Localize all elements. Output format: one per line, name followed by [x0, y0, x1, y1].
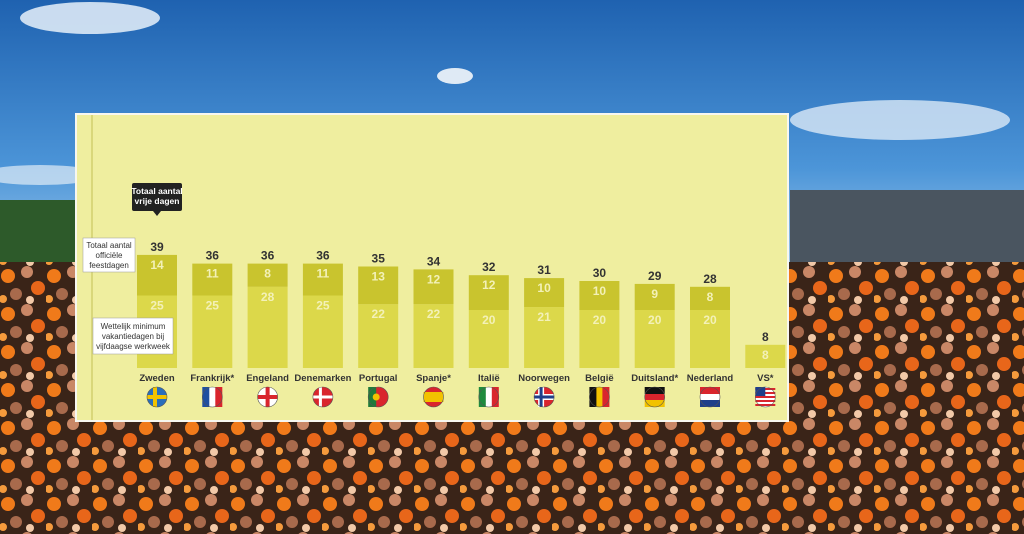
total-value-label: 8 [762, 330, 769, 344]
belgium-flag-icon [589, 386, 610, 408]
category-label: Duitsland* [631, 373, 678, 384]
bar-vacation-4 [358, 304, 399, 368]
total-value-label: 31 [537, 263, 551, 277]
vacation-value-label: 25 [150, 299, 164, 313]
callout-total-pointer [153, 211, 161, 216]
holiday-value-label: 9 [651, 287, 658, 301]
holiday-value-label: 10 [537, 281, 551, 295]
holiday-value-label: 13 [372, 270, 386, 284]
category-label: Portugal [359, 373, 398, 384]
bar-holidays-5 [413, 269, 454, 305]
category-label: VS* [757, 373, 774, 384]
callout-holidays-box [82, 237, 136, 273]
bar-vacation-6 [468, 310, 509, 368]
usa-flag-icon [754, 386, 776, 408]
england-flag-icon [257, 386, 278, 408]
total-value-label: 29 [648, 269, 662, 283]
callout-total-text: Totaal aantal vrije dagen [131, 186, 182, 206]
category-label: Nederland [687, 373, 734, 384]
bar-holidays-3 [302, 263, 343, 296]
total-value-label: 36 [316, 249, 330, 263]
bar-vacation-11 [745, 344, 786, 368]
chart-panel: 25 14 39 Zweden 25 11 36 Frankrijk* 28 8 36 Engelan… [75, 113, 789, 422]
holiday-value-label: 10 [593, 284, 607, 298]
bar-vacation-1 [192, 295, 233, 368]
netherlands-flag-icon [699, 386, 721, 408]
holiday-value-label: 8 [707, 290, 714, 304]
callout-holidays-text: Totaal aantal officiële feestdagen [86, 241, 132, 270]
total-value-label: 30 [593, 266, 607, 280]
bar-holidays-0 [137, 254, 177, 296]
category-label: Noorwegen [518, 373, 570, 384]
vacation-value-label: 20 [703, 313, 717, 327]
portugal-flag-icon [367, 386, 389, 408]
bar-holidays-2 [247, 263, 288, 287]
bar-holidays-6 [468, 275, 509, 310]
bar-holidays-9 [634, 283, 675, 310]
vacation-days-chart: 25 14 39 Zweden 25 11 36 Frankrijk* 28 8 36 Engelan… [82, 183, 786, 408]
total-value-label: 32 [482, 260, 496, 274]
bar-holidays-7 [524, 278, 565, 308]
vacation-value-label: 22 [427, 307, 441, 321]
holiday-value-label: 11 [317, 267, 330, 281]
category-label: België [585, 373, 614, 384]
vacation-value-label: 21 [537, 310, 551, 324]
denmark-flag-icon [312, 386, 334, 408]
vacation-value-label: 20 [482, 313, 496, 327]
sweden-flag-icon [146, 386, 168, 408]
total-value-label: 34 [427, 254, 441, 268]
category-label: Zweden [139, 373, 175, 384]
bar-vacation-2 [247, 286, 288, 368]
vacation-value-label: 28 [261, 290, 275, 304]
total-value-label: 36 [206, 249, 220, 263]
callout-total-box [132, 183, 182, 211]
italy-flag-icon [478, 386, 500, 408]
total-value-label: 28 [703, 272, 717, 286]
total-value-label: 35 [372, 252, 386, 266]
category-label: Denemarken [294, 373, 351, 384]
holiday-value-label: 12 [427, 272, 441, 286]
bar-holidays-10 [690, 286, 730, 310]
holiday-value-label: 14 [150, 258, 164, 272]
bar-vacation-10 [690, 310, 730, 368]
bar-vacation-7 [524, 307, 565, 368]
bar-holidays-4 [358, 266, 399, 305]
callout-vacation-box [92, 317, 174, 355]
vacation-value-label: 22 [372, 307, 386, 321]
callout-vacation-text: Wettelijk minimum vakantiedagen bij vijfda… [96, 322, 171, 351]
vacation-value-label: 25 [316, 299, 330, 313]
spain-flag-icon [423, 386, 444, 408]
total-value-label: 39 [150, 240, 164, 254]
vacation-value-label: 8 [762, 348, 769, 362]
france-flag-icon [202, 386, 223, 408]
vacation-value-label: 25 [206, 299, 220, 313]
bar-vacation-3 [302, 295, 343, 368]
category-label: Spanje* [416, 373, 451, 384]
bar-holidays-8 [579, 281, 620, 310]
bar-holidays-1 [192, 263, 233, 296]
holiday-value-label: 8 [264, 267, 271, 281]
vacation-value-label: 20 [648, 313, 662, 327]
vacation-value-label: 20 [593, 313, 607, 327]
holiday-value-label: 12 [482, 278, 496, 292]
holiday-value-label: 11 [206, 267, 219, 281]
total-value-label: 36 [261, 249, 275, 263]
bar-vacation-8 [579, 310, 620, 368]
germany-flag-icon [644, 386, 666, 408]
bar-vacation-5 [413, 304, 454, 368]
bar-vacation-9 [634, 310, 675, 368]
category-label: Italië [478, 373, 500, 384]
category-label: Frankrijk* [190, 373, 234, 384]
norway-flag-icon [533, 386, 555, 408]
category-label: Engeland [246, 373, 289, 384]
